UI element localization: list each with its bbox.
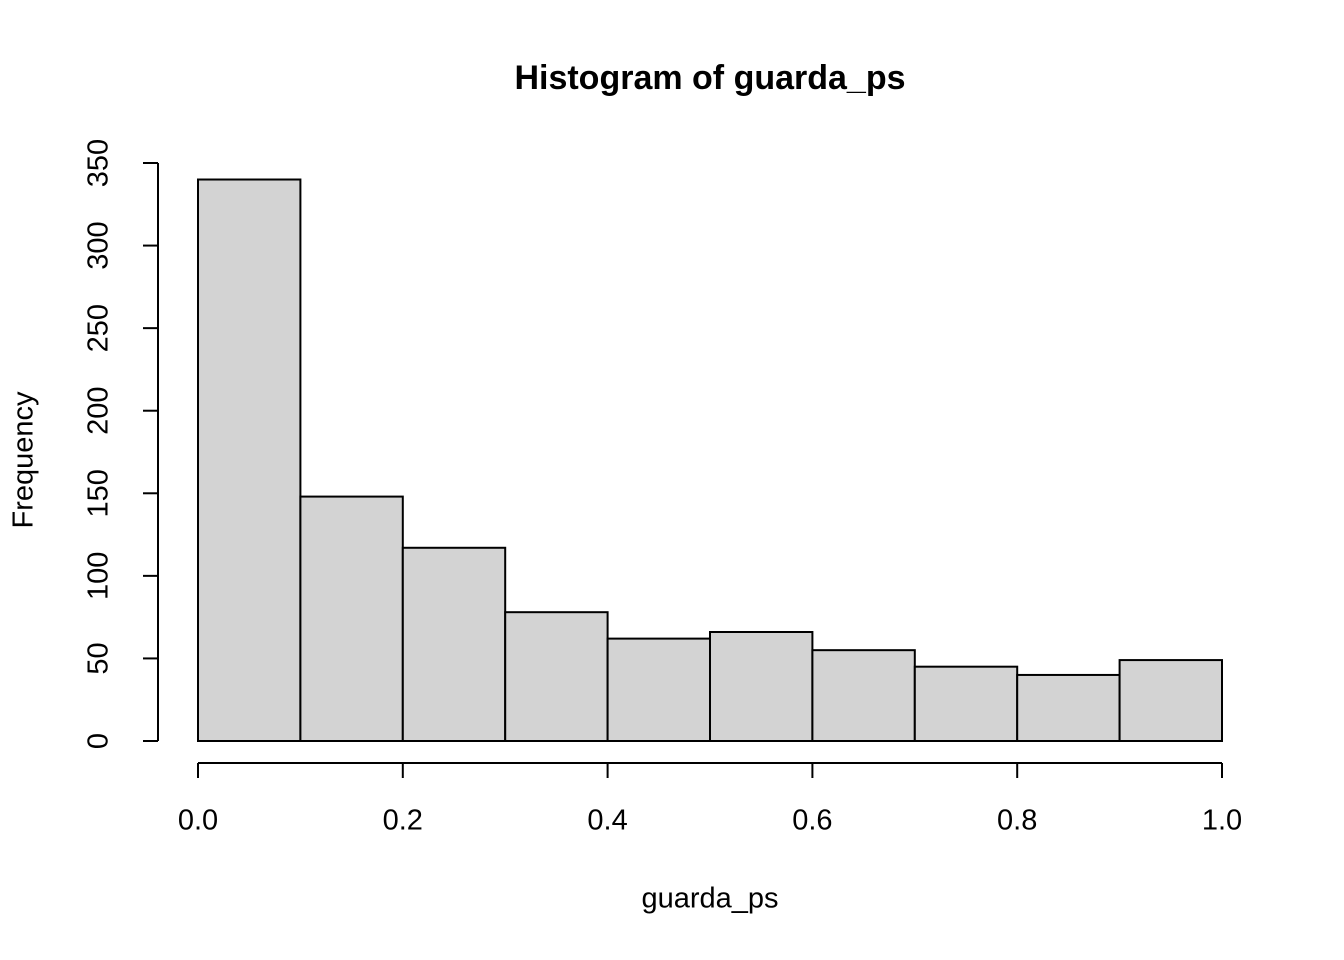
x-axis-label: guarda_ps	[641, 883, 778, 915]
bar	[299, 495, 404, 742]
x-tick-label: 0.4	[587, 805, 627, 837]
y-tick-label: 250	[83, 304, 115, 352]
bar	[709, 631, 814, 743]
y-tick-label: 0	[83, 733, 115, 749]
y-axis-label: Frequency	[8, 391, 40, 529]
bar	[401, 546, 507, 742]
y-tick-label: 50	[83, 642, 115, 674]
y-tick-label: 150	[83, 469, 115, 517]
bar	[197, 178, 302, 742]
x-tick-label: 0.8	[997, 805, 1037, 837]
y-tick-label: 300	[83, 221, 115, 269]
x-tick-label: 0.6	[792, 805, 832, 837]
bar	[811, 649, 916, 743]
bar	[1016, 673, 1121, 743]
y-tick-label: 200	[83, 387, 115, 435]
x-tick-label: 0.0	[178, 805, 218, 837]
y-tick-label: 350	[83, 139, 115, 187]
bar	[606, 637, 711, 743]
x-tick-label: 1.0	[1202, 805, 1242, 837]
bar	[504, 611, 609, 743]
y-tick-label: 100	[83, 552, 115, 600]
chart-title: Histogram of guarda_ps	[514, 59, 905, 97]
x-tick-label: 0.2	[383, 805, 423, 837]
bar	[913, 665, 1019, 743]
bar	[1118, 659, 1223, 743]
